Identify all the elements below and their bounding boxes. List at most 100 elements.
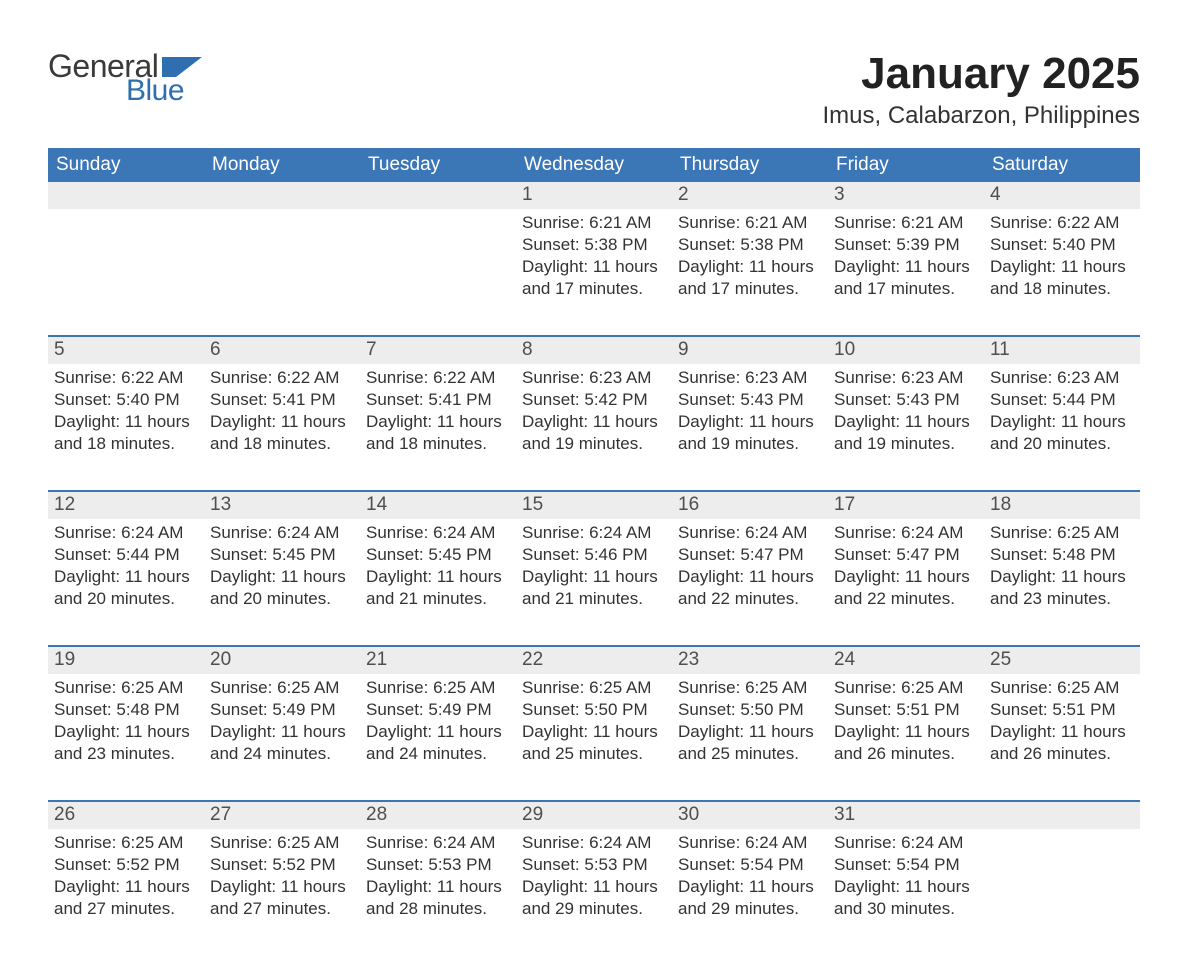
day-daylight_l1: Daylight: 11 hours	[366, 566, 510, 588]
day-daylight_l2: and 20 minutes.	[54, 588, 198, 610]
day-number: 27	[204, 802, 360, 829]
day-cell: Sunrise: 6:23 AMSunset: 5:43 PMDaylight:…	[828, 364, 984, 474]
daynum-row: 1234	[48, 182, 1140, 209]
day-sunset: Sunset: 5:43 PM	[678, 389, 822, 411]
day-sunrise: Sunrise: 6:22 AM	[54, 367, 198, 389]
day-number: 29	[516, 802, 672, 829]
day-cell: Sunrise: 6:25 AMSunset: 5:48 PMDaylight:…	[984, 519, 1140, 629]
day-daylight_l2: and 18 minutes.	[210, 433, 354, 455]
day-sunrise: Sunrise: 6:22 AM	[210, 367, 354, 389]
day-daylight_l2: and 30 minutes.	[834, 898, 978, 920]
page: General Blue January 2025 Imus, Calabarz…	[0, 0, 1188, 979]
day-sunset: Sunset: 5:45 PM	[366, 544, 510, 566]
day-cell: Sunrise: 6:25 AMSunset: 5:50 PMDaylight:…	[672, 674, 828, 784]
day-number: 23	[672, 647, 828, 674]
day-daylight_l1: Daylight: 11 hours	[210, 566, 354, 588]
day-daylight_l1: Daylight: 11 hours	[834, 256, 978, 278]
day-number: 20	[204, 647, 360, 674]
day-sunset: Sunset: 5:53 PM	[366, 854, 510, 876]
day-number: 28	[360, 802, 516, 829]
day-sunrise: Sunrise: 6:22 AM	[990, 212, 1134, 234]
day-sunset: Sunset: 5:41 PM	[366, 389, 510, 411]
day-cell: Sunrise: 6:24 AMSunset: 5:54 PMDaylight:…	[672, 829, 828, 939]
day-cell: Sunrise: 6:23 AMSunset: 5:43 PMDaylight:…	[672, 364, 828, 474]
day-daylight_l2: and 22 minutes.	[678, 588, 822, 610]
day-daylight_l2: and 19 minutes.	[834, 433, 978, 455]
day-sunrise: Sunrise: 6:25 AM	[990, 677, 1134, 699]
day-sunrise: Sunrise: 6:25 AM	[210, 677, 354, 699]
logo-text-blue: Blue	[126, 76, 202, 106]
day-daylight_l2: and 21 minutes.	[522, 588, 666, 610]
day-cell: Sunrise: 6:23 AMSunset: 5:42 PMDaylight:…	[516, 364, 672, 474]
day-cell: Sunrise: 6:22 AMSunset: 5:41 PMDaylight:…	[204, 364, 360, 474]
day-sunrise: Sunrise: 6:24 AM	[678, 522, 822, 544]
day-sunset: Sunset: 5:45 PM	[210, 544, 354, 566]
day-cell: Sunrise: 6:24 AMSunset: 5:54 PMDaylight:…	[828, 829, 984, 939]
day-number: 31	[828, 802, 984, 829]
day-number: 30	[672, 802, 828, 829]
day-daylight_l1: Daylight: 11 hours	[678, 721, 822, 743]
day-sunset: Sunset: 5:51 PM	[834, 699, 978, 721]
day-number: 21	[360, 647, 516, 674]
day-number: 7	[360, 337, 516, 364]
day-cell	[984, 829, 1140, 939]
day-daylight_l2: and 25 minutes.	[678, 743, 822, 765]
logo: General Blue	[48, 50, 202, 106]
day-daylight_l1: Daylight: 11 hours	[522, 721, 666, 743]
day-daylight_l1: Daylight: 11 hours	[522, 566, 666, 588]
calendar: Sunday Monday Tuesday Wednesday Thursday…	[48, 148, 1140, 939]
day-number: 18	[984, 492, 1140, 519]
day-sunset: Sunset: 5:53 PM	[522, 854, 666, 876]
day-daylight_l1: Daylight: 11 hours	[54, 721, 198, 743]
day-daylight_l1: Daylight: 11 hours	[990, 411, 1134, 433]
day-sunrise: Sunrise: 6:23 AM	[834, 367, 978, 389]
day-daylight_l1: Daylight: 11 hours	[834, 876, 978, 898]
day-sunrise: Sunrise: 6:23 AM	[678, 367, 822, 389]
day-sunrise: Sunrise: 6:22 AM	[366, 367, 510, 389]
day-sunrise: Sunrise: 6:25 AM	[522, 677, 666, 699]
day-sunrise: Sunrise: 6:21 AM	[522, 212, 666, 234]
weekday-header: Saturday	[984, 148, 1140, 182]
daynum-row: 12131415161718	[48, 492, 1140, 519]
day-daylight_l1: Daylight: 11 hours	[990, 566, 1134, 588]
day-cell: Sunrise: 6:25 AMSunset: 5:49 PMDaylight:…	[360, 674, 516, 784]
day-sunset: Sunset: 5:40 PM	[54, 389, 198, 411]
day-sunset: Sunset: 5:49 PM	[366, 699, 510, 721]
day-number: 14	[360, 492, 516, 519]
day-number: 6	[204, 337, 360, 364]
day-daylight_l2: and 17 minutes.	[678, 278, 822, 300]
day-cell: Sunrise: 6:21 AMSunset: 5:39 PMDaylight:…	[828, 209, 984, 319]
location-subtitle: Imus, Calabarzon, Philippines	[823, 102, 1141, 130]
day-daylight_l1: Daylight: 11 hours	[834, 411, 978, 433]
day-sunset: Sunset: 5:54 PM	[678, 854, 822, 876]
day-sunset: Sunset: 5:44 PM	[54, 544, 198, 566]
header: General Blue January 2025 Imus, Calabarz…	[48, 50, 1140, 130]
day-sunrise: Sunrise: 6:24 AM	[834, 522, 978, 544]
day-sunset: Sunset: 5:50 PM	[522, 699, 666, 721]
day-cell: Sunrise: 6:25 AMSunset: 5:51 PMDaylight:…	[828, 674, 984, 784]
weekday-header-row: Sunday Monday Tuesday Wednesday Thursday…	[48, 148, 1140, 182]
week-row: 19202122232425Sunrise: 6:25 AMSunset: 5:…	[48, 645, 1140, 784]
day-cell: Sunrise: 6:25 AMSunset: 5:52 PMDaylight:…	[204, 829, 360, 939]
day-sunrise: Sunrise: 6:23 AM	[990, 367, 1134, 389]
day-cell: Sunrise: 6:25 AMSunset: 5:48 PMDaylight:…	[48, 674, 204, 784]
day-cell	[204, 209, 360, 319]
day-cell: Sunrise: 6:25 AMSunset: 5:49 PMDaylight:…	[204, 674, 360, 784]
day-daylight_l2: and 26 minutes.	[990, 743, 1134, 765]
day-daylight_l1: Daylight: 11 hours	[54, 876, 198, 898]
day-cell	[360, 209, 516, 319]
day-daylight_l1: Daylight: 11 hours	[210, 411, 354, 433]
day-number: 4	[984, 182, 1140, 209]
day-cell: Sunrise: 6:24 AMSunset: 5:47 PMDaylight:…	[828, 519, 984, 629]
week-spacer	[48, 784, 1140, 800]
day-sunset: Sunset: 5:38 PM	[678, 234, 822, 256]
day-daylight_l1: Daylight: 11 hours	[366, 876, 510, 898]
day-sunrise: Sunrise: 6:24 AM	[210, 522, 354, 544]
day-sunrise: Sunrise: 6:25 AM	[678, 677, 822, 699]
day-sunrise: Sunrise: 6:24 AM	[834, 832, 978, 854]
day-sunrise: Sunrise: 6:24 AM	[522, 832, 666, 854]
day-sunrise: Sunrise: 6:25 AM	[834, 677, 978, 699]
day-number: 12	[48, 492, 204, 519]
day-sunset: Sunset: 5:46 PM	[522, 544, 666, 566]
day-sunrise: Sunrise: 6:24 AM	[366, 522, 510, 544]
